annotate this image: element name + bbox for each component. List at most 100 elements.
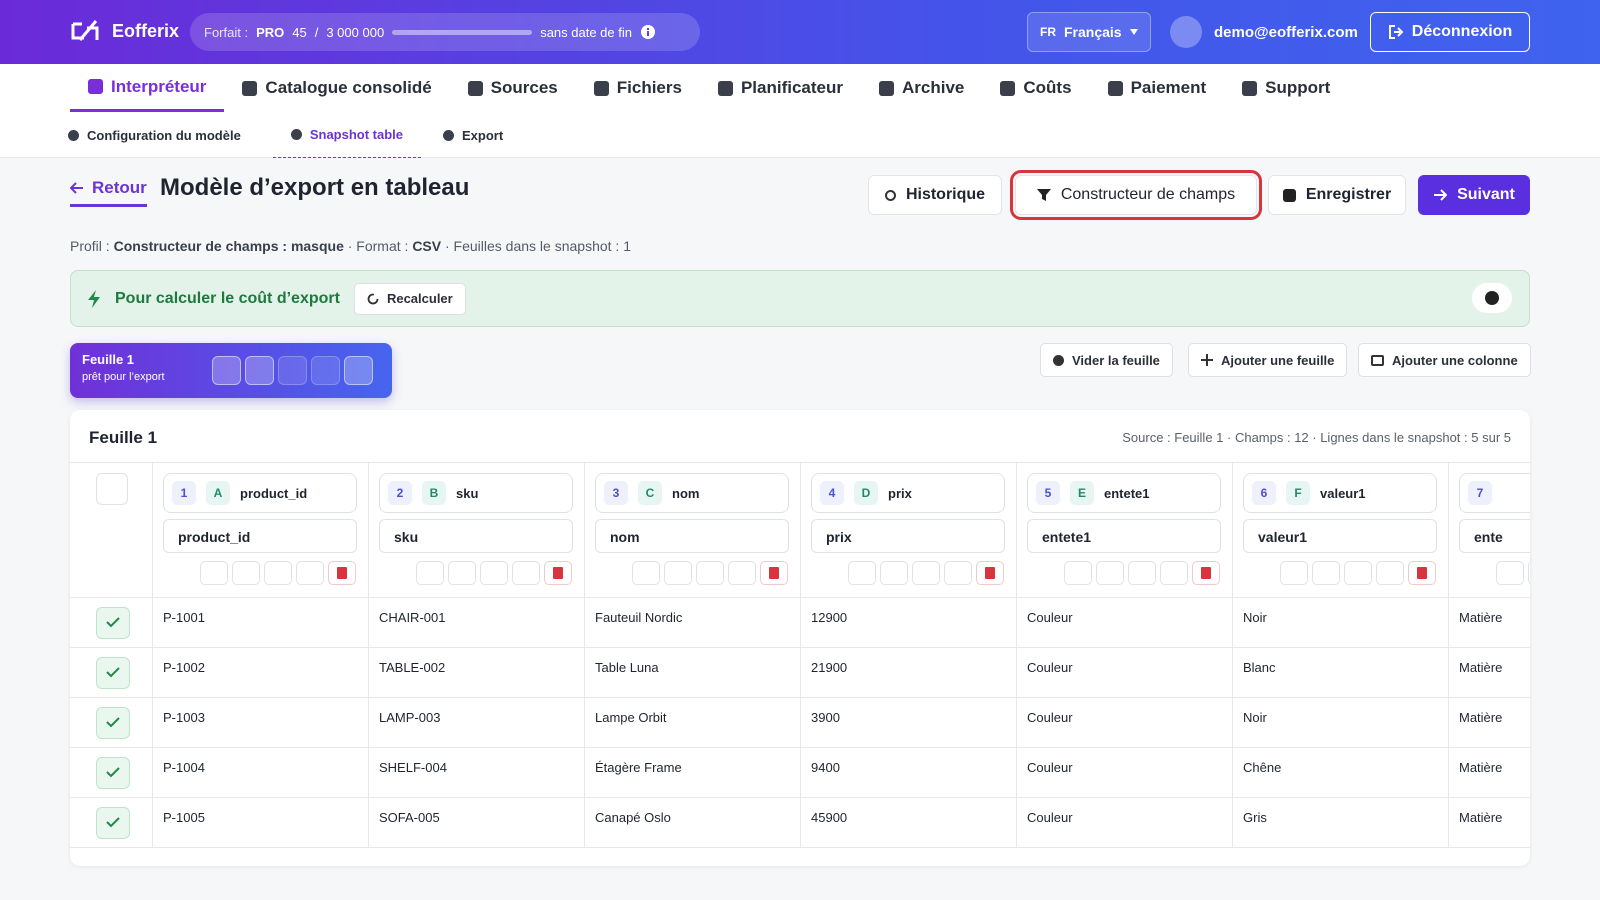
move-left[interactable] (480, 561, 508, 585)
help-button[interactable] (1472, 283, 1512, 313)
info-icon[interactable] (640, 24, 656, 40)
nav-tab[interactable]: Archive (861, 64, 982, 112)
tab-icon (717, 80, 733, 96)
sub-tab[interactable]: Export (443, 112, 513, 158)
nav-tab[interactable]: Support (1224, 64, 1348, 112)
column-label-input[interactable]: prix (811, 519, 1005, 553)
row-check[interactable] (96, 657, 130, 689)
move-left[interactable] (696, 561, 724, 585)
row-check[interactable] (96, 807, 130, 839)
save-button[interactable]: Enregistrer (1268, 175, 1406, 215)
nav-tab[interactable]: Fichiers (576, 64, 700, 112)
back-link[interactable]: Retour (70, 178, 147, 207)
delete[interactable] (1408, 561, 1436, 585)
column-select[interactable]: 7 (1459, 473, 1530, 513)
move-left[interactable] (1344, 561, 1372, 585)
delete[interactable] (328, 561, 356, 585)
add-row-button[interactable] (96, 473, 128, 505)
table-cell: 12900 (801, 598, 1017, 648)
sub-tab[interactable]: Snapshot table (272, 112, 422, 158)
row-check[interactable] (96, 707, 130, 739)
table-cell: Matière (1449, 598, 1530, 648)
nav-tab[interactable]: Interpréteur (70, 64, 225, 112)
drag[interactable] (448, 561, 476, 585)
settings[interactable] (1064, 561, 1092, 585)
history-button[interactable]: Historique (868, 175, 1002, 215)
nav-tab[interactable]: Paiement (1090, 64, 1225, 112)
sub-tab[interactable]: Configuration du modèle (68, 112, 251, 158)
move-left[interactable] (912, 561, 940, 585)
nav-tab[interactable]: Coûts (982, 64, 1089, 112)
row-check[interactable] (96, 757, 130, 789)
column-label-input[interactable]: product_id (163, 519, 357, 553)
settings[interactable] (200, 561, 228, 585)
settings[interactable] (1496, 561, 1524, 585)
delete[interactable] (760, 561, 788, 585)
delete[interactable] (344, 356, 373, 385)
settings[interactable] (1280, 561, 1308, 585)
move-left[interactable] (278, 356, 307, 385)
move-right[interactable] (296, 561, 324, 585)
table-cell: Fauteuil Nordic (585, 598, 801, 648)
drag[interactable] (664, 561, 692, 585)
settings[interactable] (632, 561, 660, 585)
delete[interactable] (1192, 561, 1220, 585)
add-column-button[interactable]: Ajouter une colonne (1358, 343, 1531, 377)
brand[interactable]: Eofferix (70, 18, 179, 44)
column-label-input[interactable]: sku (379, 519, 573, 553)
edit[interactable] (212, 356, 241, 385)
add-sheet-button[interactable]: Ajouter une feuille (1188, 343, 1348, 377)
row-check[interactable] (96, 607, 130, 639)
move-left[interactable] (264, 561, 292, 585)
profile-line: Profil : Constructeur de champs : masque… (70, 238, 631, 254)
row-status (70, 748, 153, 798)
cell-text: Lampe Orbit (595, 710, 667, 725)
column-label-input[interactable]: ente (1459, 519, 1530, 553)
drag[interactable] (1312, 561, 1340, 585)
user[interactable]: demo@eofferix.com (1170, 14, 1358, 50)
drag[interactable] (1096, 561, 1124, 585)
settings[interactable] (416, 561, 444, 585)
nav-tab[interactable]: Catalogue consolidé (224, 64, 449, 112)
drag[interactable] (1528, 561, 1530, 585)
move-left[interactable] (1128, 561, 1156, 585)
move-right[interactable] (512, 561, 540, 585)
drag[interactable] (232, 561, 260, 585)
column-label-input[interactable]: entete1 (1027, 519, 1221, 553)
nav-tab[interactable]: Planificateur (700, 64, 861, 112)
clear-sheet-button[interactable]: Vider la feuille (1040, 343, 1173, 377)
preview[interactable] (245, 356, 274, 385)
move-right[interactable] (1376, 561, 1404, 585)
cell-text: 21900 (811, 660, 848, 675)
move-right[interactable] (728, 561, 756, 585)
settings[interactable] (848, 561, 876, 585)
user-email: demo@eofferix.com (1214, 23, 1358, 41)
cell-text: Matière (1459, 710, 1503, 725)
drag[interactable] (880, 561, 908, 585)
tab-label: Export (462, 127, 504, 143)
usage-limit: 3 000 000 (326, 24, 385, 40)
column-label-input[interactable]: nom (595, 519, 789, 553)
column-actions (1496, 561, 1530, 585)
move-right[interactable] (944, 561, 972, 585)
language-select[interactable]: FR Français (1027, 12, 1151, 52)
cell-text: Matière (1459, 610, 1503, 625)
recalc-button[interactable]: Recalculer (353, 282, 466, 315)
column-label-input[interactable]: valeur1 (1243, 519, 1437, 553)
delete[interactable] (976, 561, 1004, 585)
move-right[interactable] (311, 356, 340, 385)
sheet-tab[interactable]: Feuille 1 prêt pour l’export (70, 343, 392, 398)
move-right[interactable] (1160, 561, 1188, 585)
delete[interactable] (544, 561, 572, 585)
next-button[interactable]: Suivant (1418, 175, 1530, 215)
column-index: 4 (820, 481, 844, 505)
field-builder-button[interactable]: Constructeur de champs (1010, 170, 1262, 220)
nav-tab[interactable]: Sources (450, 64, 576, 112)
logout-button[interactable]: Déconnexion (1370, 12, 1530, 52)
